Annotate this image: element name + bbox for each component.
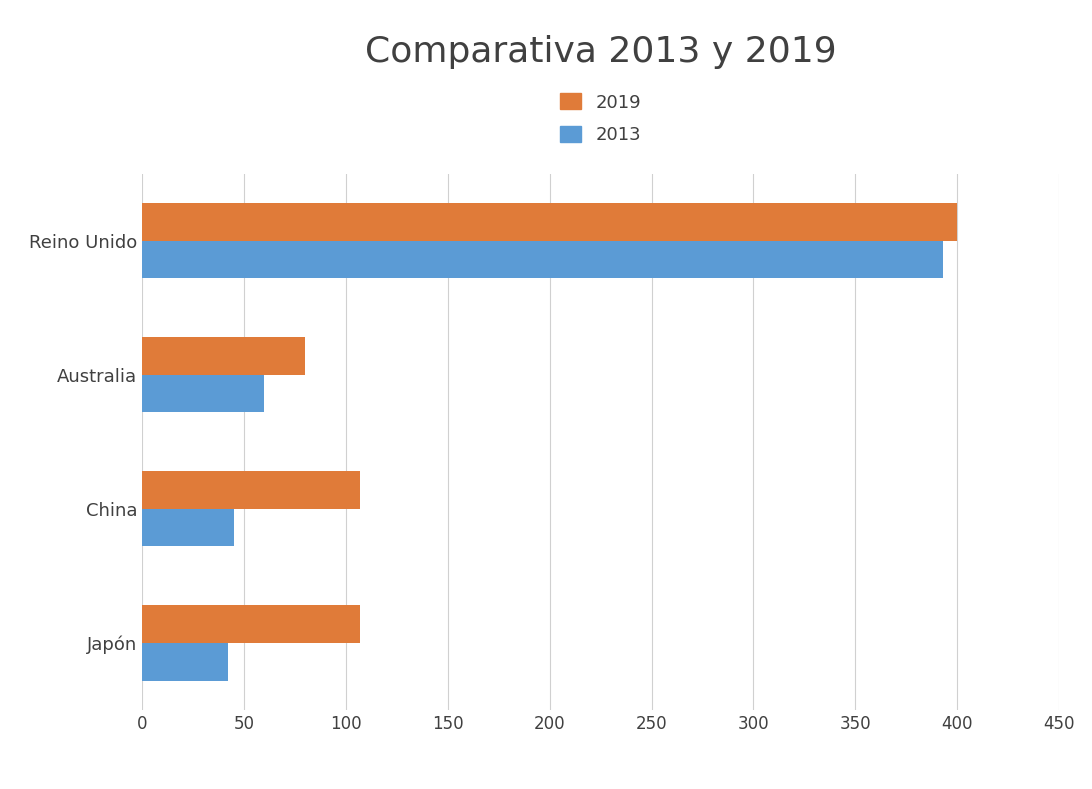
Bar xyxy=(142,471,360,509)
Title: Comparativa 2013 y 2019: Comparativa 2013 y 2019 xyxy=(365,36,836,69)
Bar xyxy=(142,203,958,241)
Legend: 2019, 2013: 2019, 2013 xyxy=(553,86,649,151)
Bar xyxy=(142,605,360,643)
Bar xyxy=(142,375,264,413)
Bar xyxy=(142,509,234,547)
Bar xyxy=(142,337,305,375)
Bar xyxy=(142,241,943,279)
Bar xyxy=(142,643,227,681)
